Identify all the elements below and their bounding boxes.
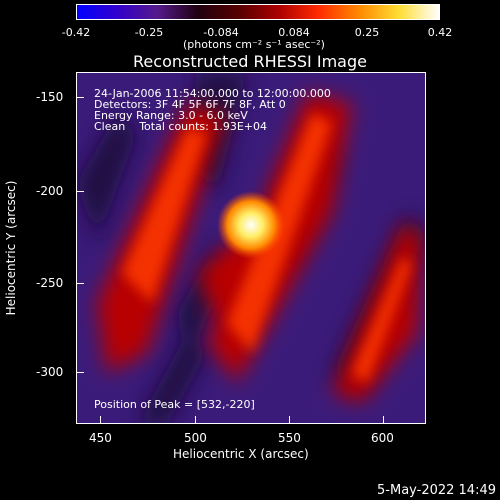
peak-position-text: Position of Peak = [532,-220] [94,398,255,411]
x-tick-label: 550 [278,431,301,445]
y-tick [76,97,84,98]
clean-counts-text: Clean Total counts: 1.93E+04 [94,120,268,133]
x-tick-label: 500 [184,431,207,445]
colorbar-tick-label: -0.42 [61,26,91,39]
x-axis-label: Heliocentric X (arcsec) [173,447,309,461]
plot-title: Reconstructed RHESSI Image [133,52,367,71]
x-tick-label: 600 [371,431,394,445]
y-tick-label: -300 [36,365,64,379]
colorbar-units: (photons cm⁻² s⁻¹ asec⁻²) [183,38,325,51]
x-tick [195,416,196,424]
colorbar-tick-label: 0.25 [354,26,380,39]
y-tick [76,191,84,192]
y-tick [76,372,84,373]
energy-range-text: Energy Range: 3.0 - 6.0 keV [94,109,248,122]
colorbar-tick-label: 0.42 [427,26,453,39]
x-tick [289,416,290,424]
colorbar-tick-label: -0.25 [134,26,164,39]
colorbar [76,4,440,20]
y-tick-label: -150 [36,90,64,104]
y-tick-label: -250 [36,276,64,290]
x-tick-label: 450 [89,431,112,445]
y-axis-label: Heliocentric Y (arcsec) [4,180,18,316]
detectors-text: Detectors: 3F 4F 5F 6F 7F 8F, Att 0 [94,98,286,111]
time-range-text: 24-Jan-2006 11:54:00.000 to 12:00:00.000 [94,87,331,100]
emission-peak [217,191,285,259]
x-tick [100,416,101,424]
rhessi-image: 24-Jan-2006 11:54:00.000 to 12:00:00.000… [76,72,426,424]
y-tick [76,283,84,284]
rhessi-image-canvas [77,73,425,423]
colorbar-tick-label: 0.084 [278,26,310,39]
y-tick-label: -200 [36,184,64,198]
timestamp: 5-May-2022 14:49 [377,483,496,498]
colorbar-tick-label: -0.084 [203,26,239,39]
x-tick [383,416,384,424]
